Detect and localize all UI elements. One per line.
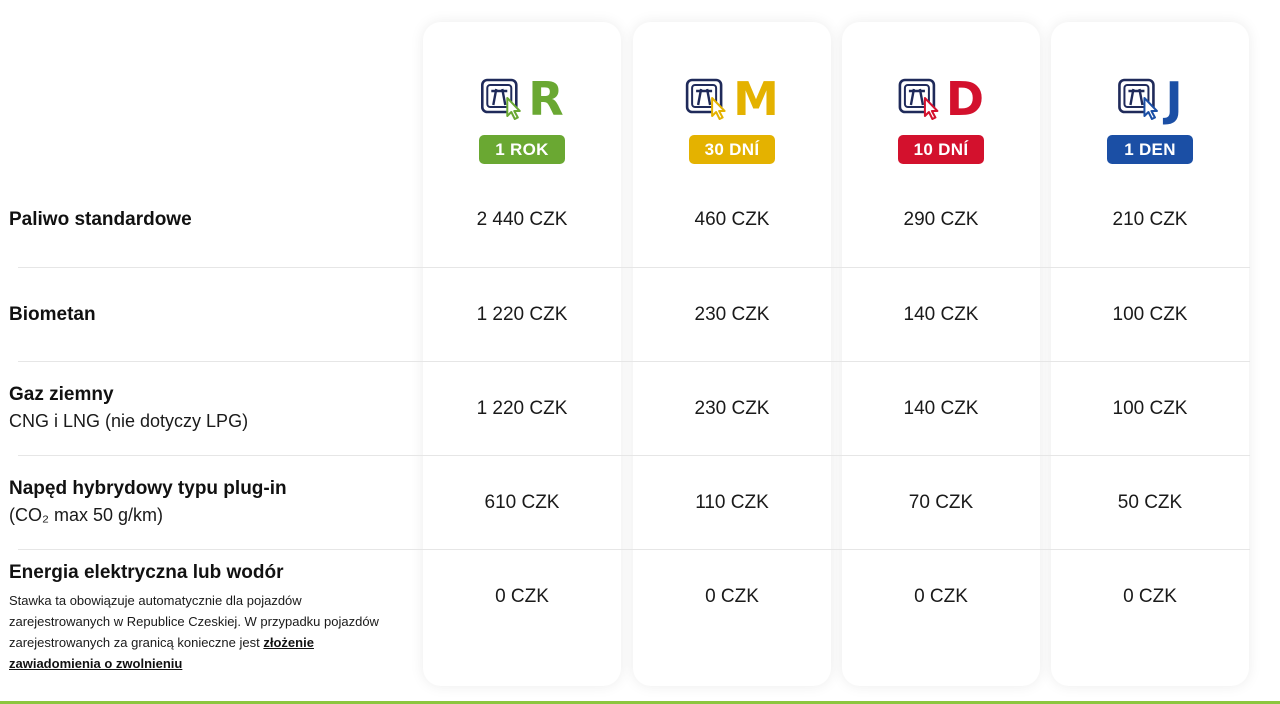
- price-cell: 110 CZK: [695, 492, 769, 513]
- price-cell: 70 CZK: [908, 492, 974, 513]
- price-cell: 140 CZK: [903, 304, 979, 325]
- row-label-natural-gas: Gaz ziemny CNG i LNG (nie dotyczy LPG): [9, 382, 389, 434]
- duration-badge: 1 DEN: [1107, 135, 1193, 164]
- price-cell: 50 CZK: [1117, 492, 1183, 513]
- vignette-header-m: M 30 DNÍ: [633, 22, 831, 172]
- highway-cursor-icon: [685, 78, 731, 120]
- price-cell: 1 220 CZK: [476, 398, 568, 419]
- price-cell: 0 CZK: [705, 586, 759, 607]
- price-cell: 610 CZK: [484, 492, 560, 513]
- vignette-header-r: R 1 ROK: [423, 22, 621, 172]
- row-subtitle: CNG i LNG (nie dotyczy LPG): [9, 411, 249, 431]
- row-subtitle: (CO₂ max 50 g/km): [9, 505, 164, 525]
- price-cell: 210 CZK: [1112, 209, 1188, 230]
- row-title: Paliwo standardowe: [9, 209, 192, 230]
- vignette-logo-m: M: [685, 76, 779, 122]
- row-label-standard-fuel: Paliwo standardowe: [9, 207, 389, 233]
- highway-cursor-icon: [898, 78, 944, 120]
- vignette-logo-d: D: [898, 76, 984, 122]
- price-cell: 0 CZK: [914, 586, 968, 607]
- price-cell: 140 CZK: [903, 398, 979, 419]
- row-note: Stawka ta obowiązuje automatycznie dla p…: [9, 590, 379, 674]
- price-cell: 290 CZK: [903, 209, 979, 230]
- duration-badge: 30 DNÍ: [689, 135, 775, 164]
- row-title: Gaz ziemny: [9, 384, 114, 405]
- duration-badge: 1 ROK: [479, 135, 565, 164]
- price-cell: 0 CZK: [495, 586, 549, 607]
- price-cell: 2 440 CZK: [476, 209, 568, 230]
- price-cell: 230 CZK: [694, 304, 770, 325]
- row-label-plugin-hybrid: Napęd hybrydowy typu plug-in (CO₂ max 50…: [9, 476, 389, 528]
- vignette-card-r: R 1 ROK: [423, 22, 621, 686]
- vignette-logo-r: R: [480, 72, 564, 126]
- row-title: Napęd hybrydowy typu plug-in: [9, 478, 287, 499]
- price-cell: 0 CZK: [1123, 586, 1177, 607]
- row-label-electric-hydrogen: Energia elektryczna lub wodór Stawka ta …: [9, 560, 389, 674]
- row-title: Energia elektryczna lub wodór: [9, 562, 284, 583]
- price-cell: 100 CZK: [1112, 304, 1188, 325]
- price-cell: 1 220 CZK: [476, 304, 568, 325]
- vignette-logo-j: J: [1117, 72, 1183, 126]
- exemption-note-text: Stawka ta obowiązuje automatycznie dla p…: [9, 593, 379, 650]
- duration-badge: 10 DNÍ: [898, 135, 984, 164]
- vignette-letter: D: [945, 72, 985, 126]
- highway-cursor-icon: [480, 78, 526, 120]
- vignette-letter: J: [1165, 72, 1183, 126]
- row-title: Biometan: [9, 304, 96, 325]
- vignette-card-d: D 10 DNÍ: [842, 22, 1040, 686]
- row-divider: [18, 455, 1250, 456]
- row-divider: [18, 361, 1250, 362]
- vignette-letter: M: [733, 72, 779, 126]
- exemption-notice-link[interactable]: złożenie zawiadomienia o zwolnieniu: [9, 635, 314, 671]
- accent-bottom-line: [0, 701, 1280, 704]
- row-divider: [18, 549, 1250, 550]
- vignette-letter: R: [528, 72, 564, 126]
- row-divider: [18, 267, 1250, 268]
- highway-cursor-icon: [1117, 78, 1163, 120]
- price-cell: 460 CZK: [694, 209, 770, 230]
- row-label-biomethane: Biometan: [9, 302, 389, 328]
- vignette-card-m: M 30 DNÍ: [633, 22, 831, 686]
- vignette-header-j: J 1 DEN: [1051, 22, 1249, 172]
- vignette-header-d: D 10 DNÍ: [842, 22, 1040, 172]
- vignette-card-j: J 1 DEN: [1051, 22, 1249, 686]
- price-cell: 230 CZK: [694, 398, 770, 419]
- price-cell: 100 CZK: [1112, 398, 1188, 419]
